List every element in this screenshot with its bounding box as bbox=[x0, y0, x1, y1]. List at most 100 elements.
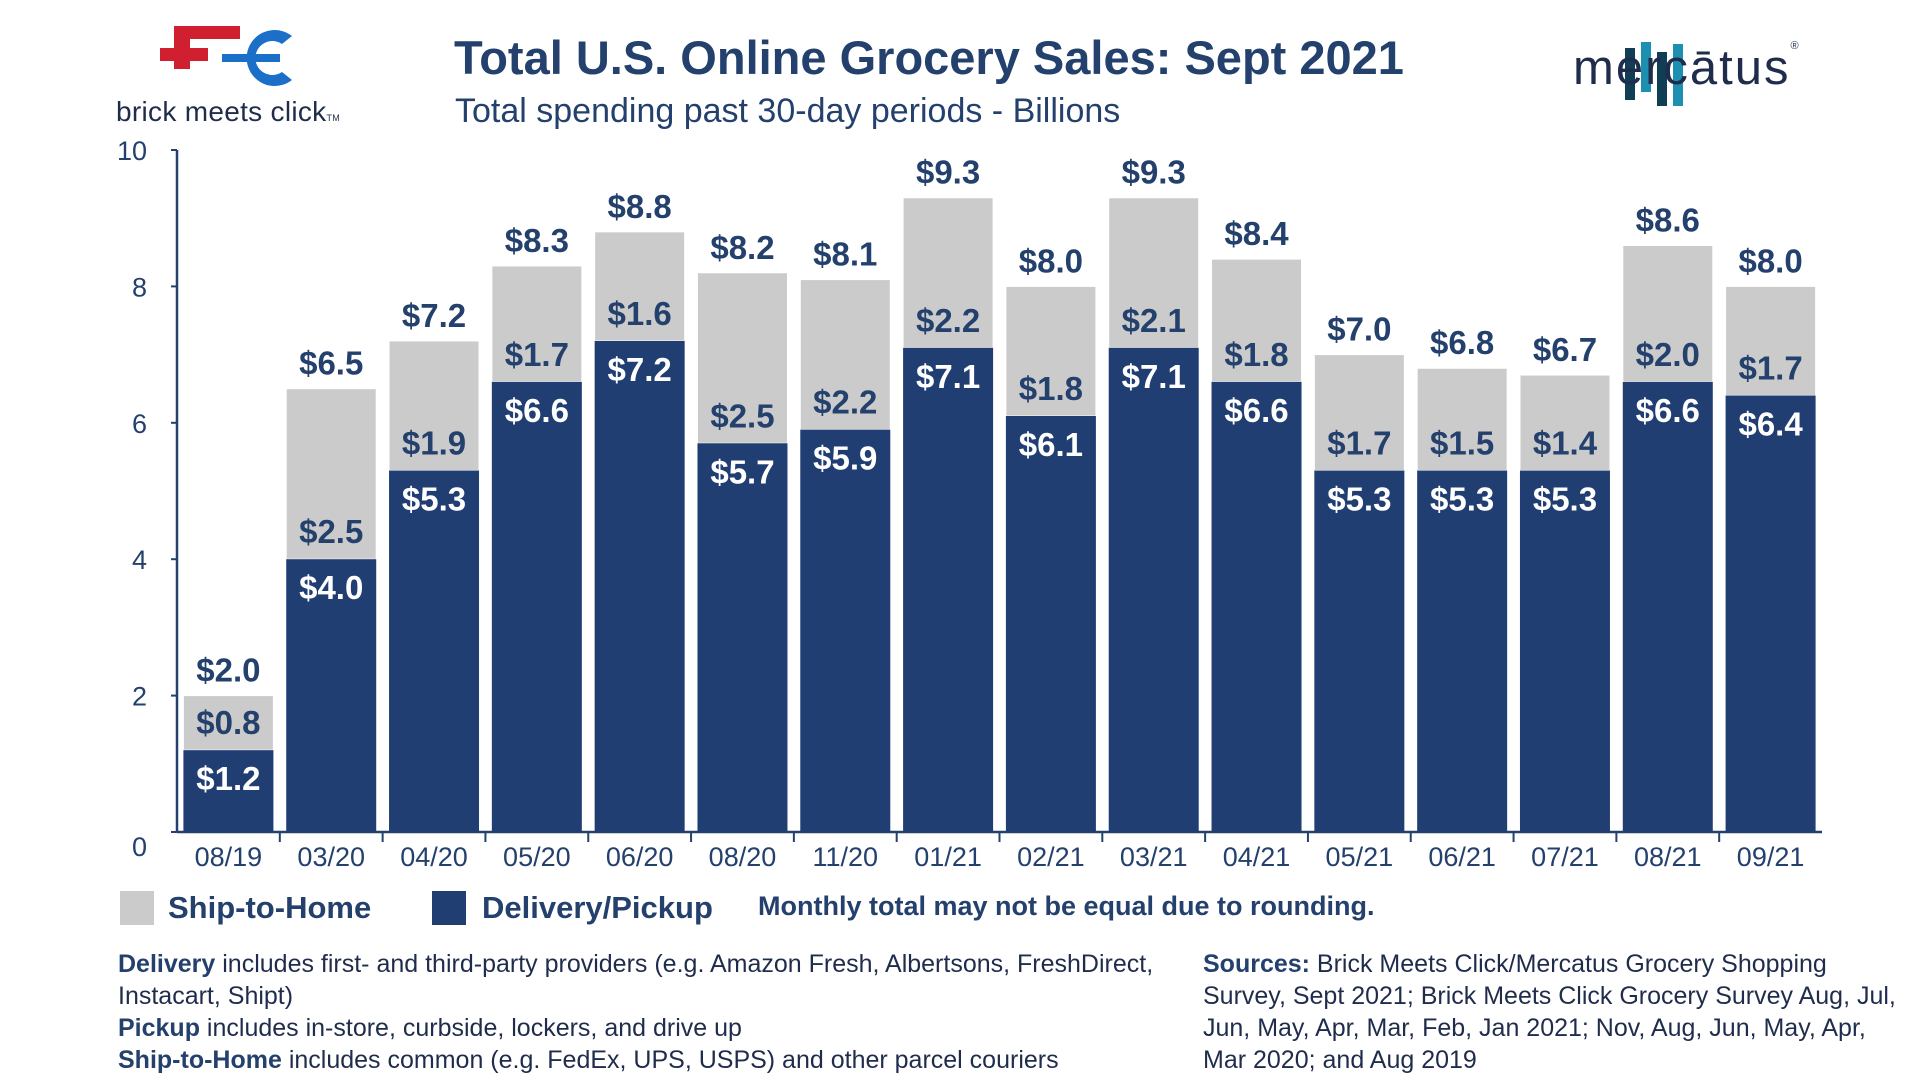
total-value-label: $8.1 bbox=[813, 236, 877, 273]
chart-labels: $2.0 $0.8 $1.2 $6.5 $2.5 $4.0 $7.2 $1.9 $5.3 $8.3… bbox=[196, 154, 1803, 797]
rounding-note: Monthly total may not be equal due to ro… bbox=[758, 891, 1375, 921]
ship-to-home-value-label: $1.7 bbox=[505, 336, 569, 373]
x-tick-label: 05/21 bbox=[1326, 842, 1394, 872]
x-tick-label: 11/20 bbox=[813, 842, 879, 872]
sources-footnote: Sources: Brick Meets Click/Mercatus Groc… bbox=[1203, 950, 1896, 1074]
y-tick-label: 4 bbox=[132, 545, 147, 575]
ship-to-home-bar bbox=[1313, 354, 1405, 472]
delivery-definition: Delivery includes first- and third-party… bbox=[118, 950, 1154, 1010]
x-tick-label: 04/21 bbox=[1223, 842, 1291, 872]
ship-to-home-bar bbox=[1005, 285, 1097, 417]
stacked-bar-chart: 0 2 4 6 8 10 08/19 03/20 04/20 05/20 06/20 08/20 11/… bbox=[117, 136, 1822, 872]
delivery-pickup-value-label: $6.6 bbox=[1636, 392, 1700, 429]
ship-to-home-bar bbox=[491, 265, 583, 383]
delivery-pickup-value-label: $7.1 bbox=[916, 358, 980, 395]
delivery-pickup-value-label: $5.3 bbox=[1430, 481, 1494, 518]
ship-to-home-bar bbox=[182, 695, 274, 751]
legend-delivery-pickup-label: Delivery/Pickup bbox=[482, 890, 713, 925]
x-tick-label: 05/20 bbox=[503, 842, 571, 872]
total-value-label: $6.5 bbox=[299, 345, 363, 382]
delivery-pickup-value-label: $6.1 bbox=[1019, 426, 1083, 463]
x-tick-label: 01/21 bbox=[914, 842, 982, 872]
total-value-label: $2.0 bbox=[196, 652, 260, 689]
ship-to-home-bar bbox=[1519, 374, 1611, 472]
chart-subtitle: Total spending past 30-day periods - Bil… bbox=[455, 92, 1121, 130]
delivery-pickup-value-label: $5.9 bbox=[813, 440, 877, 477]
ship-to-home-value-label: $2.0 bbox=[1636, 336, 1700, 373]
delivery-pickup-bar bbox=[491, 381, 582, 832]
x-tick-label: 06/20 bbox=[606, 842, 674, 872]
legend-ship-to-home-label: Ship-to-Home bbox=[168, 890, 372, 925]
ship-to-home-bar bbox=[1108, 197, 1200, 349]
delivery-pickup-bar bbox=[1417, 470, 1508, 832]
delivery-pickup-value-label: $5.3 bbox=[1327, 481, 1391, 518]
total-value-label: $9.3 bbox=[1122, 154, 1186, 191]
delivery-pickup-value-label: $5.3 bbox=[402, 481, 466, 518]
x-tick-label: 02/21 bbox=[1017, 842, 1085, 872]
ship-to-home-value-label: $1.4 bbox=[1533, 425, 1598, 462]
delivery-pickup-value-label: $6.4 bbox=[1738, 406, 1803, 443]
delivery-pickup-bar bbox=[1314, 470, 1405, 832]
total-value-label: $6.8 bbox=[1430, 324, 1494, 361]
ship-to-home-definition: Ship-to-Home includes common (e.g. FedEx… bbox=[118, 1046, 1059, 1074]
ship-to-home-value-label: $1.6 bbox=[608, 295, 672, 332]
x-tick-label: 07/21 bbox=[1531, 842, 1599, 872]
mercatus-logo-mark bbox=[1625, 42, 1683, 106]
brick-meets-click-wordmark: brick meets clickTM bbox=[116, 96, 341, 127]
y-tick-label: 10 bbox=[117, 136, 147, 166]
pickup-definition: Pickup includes in-store, curbside, lock… bbox=[118, 1014, 742, 1042]
legend-ship-to-home-swatch bbox=[120, 891, 154, 925]
x-tick-label: 09/21 bbox=[1737, 842, 1805, 872]
x-tick-label: 04/20 bbox=[400, 842, 468, 872]
ship-to-home-bar bbox=[696, 272, 788, 444]
ship-to-home-value-label: $1.7 bbox=[1738, 350, 1802, 387]
ship-to-home-value-label: $2.2 bbox=[813, 384, 877, 421]
delivery-pickup-value-label: $1.2 bbox=[196, 760, 260, 797]
delivery-pickup-bar bbox=[183, 750, 274, 832]
x-tick-label: 08/19 bbox=[195, 842, 263, 872]
total-value-label: $8.8 bbox=[608, 188, 672, 225]
delivery-pickup-bar bbox=[1519, 470, 1610, 832]
ship-to-home-value-label: $1.7 bbox=[1327, 425, 1391, 462]
delivery-pickup-bar bbox=[389, 470, 480, 832]
delivery-pickup-value-label: $5.7 bbox=[710, 453, 774, 490]
ship-to-home-value-label: $0.8 bbox=[196, 704, 260, 741]
y-tick-label: 2 bbox=[132, 682, 147, 712]
y-tick-label: 0 bbox=[132, 832, 147, 862]
ship-to-home-bar bbox=[1416, 367, 1508, 472]
ship-to-home-value-label: $2.1 bbox=[1122, 302, 1186, 339]
ship-to-home-bar bbox=[388, 340, 480, 472]
ship-to-home-value-label: $1.8 bbox=[1019, 370, 1083, 407]
total-value-label: $8.0 bbox=[1738, 242, 1802, 279]
x-tick-label: 08/20 bbox=[709, 842, 777, 872]
ship-to-home-bar bbox=[1211, 258, 1303, 383]
ship-to-home-value-label: $2.5 bbox=[710, 397, 774, 434]
total-value-label: $6.7 bbox=[1533, 331, 1597, 368]
delivery-pickup-bar bbox=[1108, 347, 1199, 832]
delivery-pickup-bar bbox=[1725, 395, 1816, 832]
delivery-pickup-value-label: $6.6 bbox=[1224, 392, 1288, 429]
ship-to-home-bar bbox=[1725, 285, 1817, 397]
definitions-footnote: Delivery includes first- and third-party… bbox=[118, 948, 1178, 1076]
ship-to-home-bar bbox=[594, 231, 686, 342]
delivery-pickup-value-label: $4.0 bbox=[299, 569, 363, 606]
total-value-label: $7.2 bbox=[402, 297, 466, 334]
delivery-pickup-bar bbox=[697, 443, 788, 832]
x-tick-label: 06/21 bbox=[1428, 842, 1496, 872]
delivery-pickup-bar bbox=[1622, 381, 1713, 832]
total-value-label: $9.3 bbox=[916, 154, 980, 191]
delivery-pickup-value-label: $5.3 bbox=[1533, 481, 1597, 518]
x-tick-label: 03/21 bbox=[1120, 842, 1188, 872]
total-value-label: $8.3 bbox=[505, 222, 569, 259]
ship-to-home-bar bbox=[799, 279, 891, 431]
total-value-label: $8.4 bbox=[1224, 215, 1289, 252]
brick-meets-click-logo bbox=[160, 26, 292, 87]
delivery-pickup-bar bbox=[903, 347, 994, 832]
ship-to-home-value-label: $2.2 bbox=[916, 302, 980, 339]
x-tick-label: 03/20 bbox=[297, 842, 365, 872]
chart-bars bbox=[182, 197, 1817, 832]
total-value-label: $8.6 bbox=[1636, 201, 1700, 238]
ship-to-home-bar bbox=[902, 197, 994, 349]
delivery-pickup-bar bbox=[594, 340, 685, 832]
chart-title: Total U.S. Online Grocery Sales: Sept 20… bbox=[454, 31, 1404, 84]
